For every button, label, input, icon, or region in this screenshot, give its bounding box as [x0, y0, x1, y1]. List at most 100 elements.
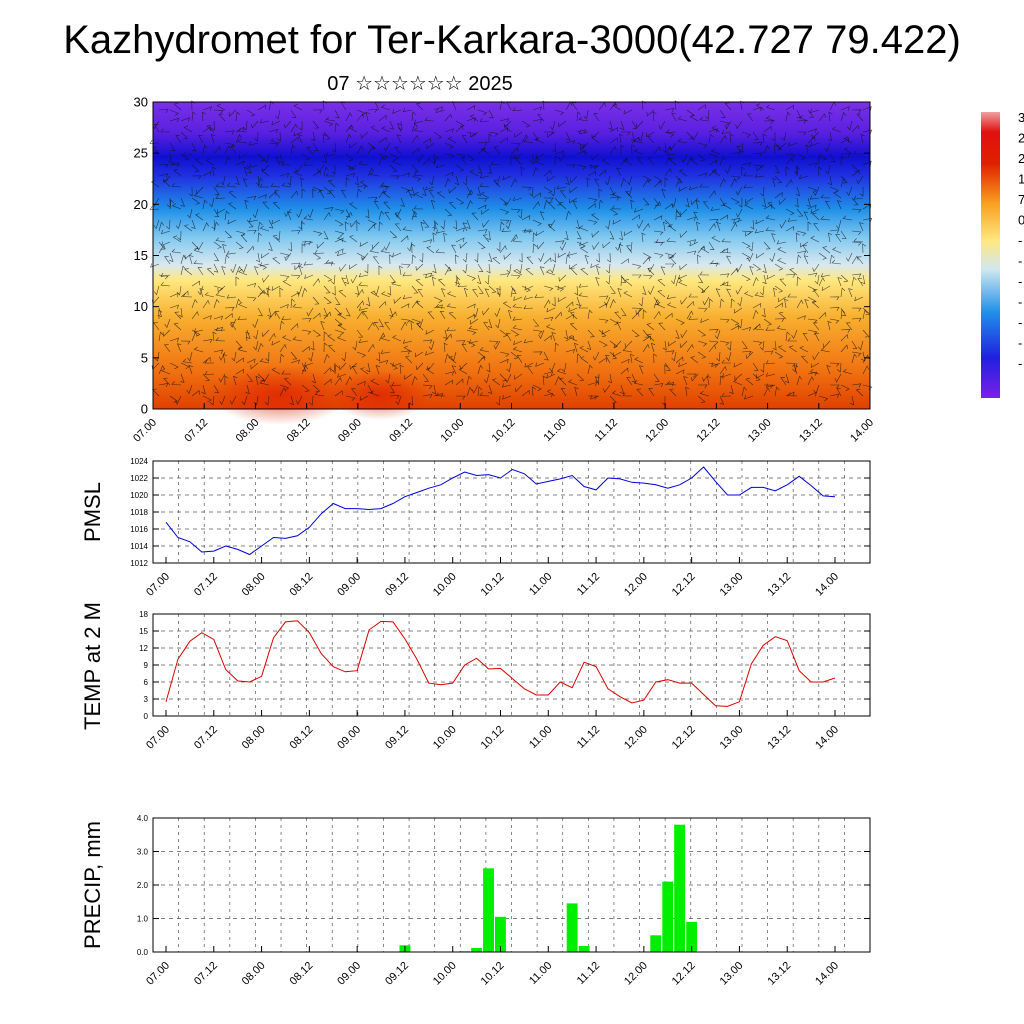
wind-barb	[633, 380, 644, 386]
wind-barb	[367, 384, 373, 394]
wind-barb	[787, 337, 798, 342]
wind-barb	[763, 144, 770, 155]
wind-barb	[270, 182, 281, 188]
wind-barb	[635, 307, 644, 315]
wind-barb	[455, 237, 465, 243]
wind-barb	[466, 274, 477, 281]
wind-barb	[455, 340, 466, 345]
pmsl-xtick-label: 07.00	[144, 571, 172, 599]
wind-barb	[510, 208, 521, 214]
wind-barb	[358, 160, 369, 166]
wind-barb	[455, 395, 466, 400]
wind-barb	[719, 109, 726, 118]
wind-barb	[551, 296, 556, 307]
wind-barb	[352, 340, 358, 351]
wind-barb	[538, 329, 545, 339]
wind-barb	[334, 390, 343, 397]
wind-barb	[759, 340, 765, 351]
wind-barb	[594, 178, 600, 188]
wind-barb	[462, 252, 468, 263]
wind-barb	[235, 298, 242, 309]
wind-barb	[202, 171, 212, 177]
temp-xtick-label: 13.12	[765, 724, 793, 752]
wind-barb	[741, 252, 751, 260]
wind-barb	[477, 204, 487, 210]
wind-barb	[484, 288, 490, 298]
wind-barb	[444, 353, 451, 364]
wind-barb	[620, 276, 625, 287]
wind-barb	[455, 378, 464, 386]
wind-barb	[679, 263, 688, 271]
wind-barb	[213, 146, 221, 155]
wind-barb	[714, 329, 721, 340]
wind-barb	[678, 169, 688, 177]
wind-barb	[781, 131, 787, 142]
wind-barb	[547, 201, 556, 210]
wind-barb	[413, 171, 424, 177]
wind-barb	[614, 311, 622, 320]
wind-barb	[163, 377, 171, 386]
wind-barb	[165, 219, 171, 230]
temp-xtick-label: 10.00	[431, 724, 459, 752]
wind-barb	[569, 311, 578, 320]
wind-barb	[785, 153, 796, 159]
wind-barb	[378, 114, 387, 122]
wind-barb	[499, 221, 505, 232]
wind-barb	[641, 232, 646, 243]
wind-barb	[675, 329, 680, 339]
wind-barb	[362, 311, 369, 320]
wind-barb	[312, 252, 322, 260]
wind-barb	[741, 166, 745, 177]
wind-barb	[851, 197, 859, 206]
wind-barb	[784, 298, 789, 309]
wind-barb	[158, 241, 166, 250]
wind-barb	[862, 160, 872, 166]
wind-barb	[653, 201, 661, 210]
wind-barb	[488, 133, 493, 143]
wind-barb	[708, 128, 718, 133]
wind-barb	[820, 194, 831, 199]
wind-barb	[463, 287, 469, 298]
wind-barb	[576, 129, 587, 134]
precip-bar	[566, 903, 578, 952]
wind-barb	[506, 362, 512, 373]
wind-barb	[191, 280, 200, 287]
wind-barb	[763, 204, 773, 210]
wind-barb	[191, 164, 200, 173]
wind-barb	[365, 111, 370, 122]
wind-barb	[503, 252, 512, 260]
wind-barb	[664, 156, 672, 166]
wind-barb	[716, 222, 721, 232]
wind-barb	[671, 351, 677, 362]
wind-barb	[402, 107, 413, 113]
wind-barb	[424, 117, 435, 122]
wind-barb	[308, 351, 314, 362]
wind-barb	[675, 369, 685, 375]
wind-barb	[708, 298, 713, 309]
wind-barb	[613, 340, 622, 349]
wind-barb	[678, 274, 688, 280]
wind-barb	[624, 340, 633, 349]
wind-barb	[193, 247, 204, 254]
wind-barb	[202, 199, 208, 210]
wind-barb	[708, 159, 718, 166]
wind-barb	[503, 124, 512, 133]
wind-barb	[818, 252, 827, 260]
wind-barb	[810, 362, 820, 369]
wind-barb	[796, 230, 807, 237]
wind-barb	[169, 304, 179, 309]
wind-barb	[282, 279, 292, 287]
wind-barb	[836, 387, 842, 397]
subtitle: 07 ☆☆☆☆☆☆ 2025	[327, 73, 513, 95]
wind-barb	[413, 127, 424, 133]
wind-barb	[411, 208, 417, 218]
wind-barb	[569, 263, 578, 270]
wind-barb	[259, 358, 270, 364]
wind-barb	[851, 241, 862, 246]
wind-barb	[292, 303, 303, 309]
wind-barb	[859, 187, 864, 197]
wind-barb	[711, 362, 721, 368]
